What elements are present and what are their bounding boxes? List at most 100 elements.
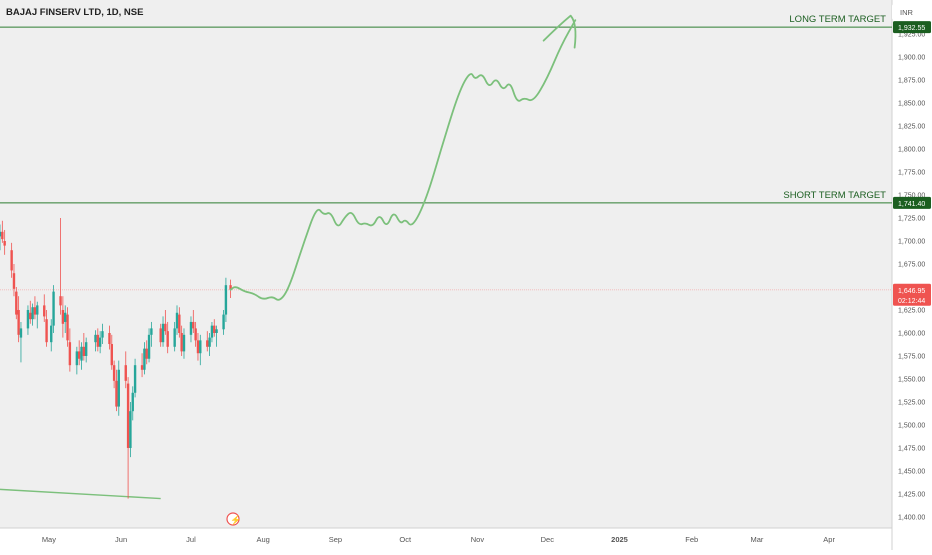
y-tick-label: 1,450.00 [898, 468, 925, 475]
y-tick-label: 1,600.00 [898, 330, 925, 337]
x-tick-label: Jul [186, 535, 196, 544]
candle-body [229, 285, 232, 290]
candle-body [194, 328, 197, 341]
candle-body [110, 344, 113, 366]
y-tick-label: 1,750.00 [898, 193, 925, 200]
candle-body [147, 334, 151, 359]
candle-body [143, 348, 146, 370]
candle-body [84, 342, 88, 356]
x-tick-label: Mar [750, 535, 763, 544]
candle-body [43, 305, 46, 317]
candle-body [161, 323, 165, 343]
last-price-badge [893, 283, 931, 306]
x-tick-label: 2025 [611, 535, 628, 544]
candle-body [68, 342, 72, 366]
candle-body [94, 334, 97, 343]
candle-body [98, 337, 102, 347]
time-axis-background [0, 528, 892, 550]
y-tick-label: 1,875.00 [898, 78, 925, 85]
candle-body [96, 334, 100, 347]
candle-body [173, 328, 176, 347]
x-tick-label: Oct [399, 535, 412, 544]
candle-body [178, 314, 181, 333]
candle-body [64, 312, 67, 322]
candle-body [15, 291, 18, 315]
target-price-badge-label: 1,932.55 [898, 25, 925, 32]
candle-body [199, 340, 202, 354]
candle-body [0, 231, 2, 237]
target-price-badge [893, 21, 931, 34]
candle-body [189, 321, 193, 335]
candle-body [45, 319, 48, 343]
candle-body [29, 312, 32, 320]
candle-body [66, 314, 69, 341]
candle-body [222, 314, 225, 330]
candle-body [175, 312, 179, 329]
candle-body [182, 334, 186, 352]
x-tick-label: Jun [115, 535, 127, 544]
lightning-icon: ⚡ [230, 514, 241, 526]
symbol-title: BAJAJ FINSERV LTD, 1D, NSE [6, 7, 143, 18]
x-tick-label: Apr [823, 535, 835, 544]
candle-body [166, 331, 169, 347]
candle-body [1, 231, 4, 240]
y-tick-label: 1,675.00 [898, 262, 925, 269]
candle-body [82, 346, 86, 356]
candle-body [36, 305, 39, 315]
y-tick-label: 1,850.00 [898, 101, 925, 108]
y-tick-label: 1,425.00 [898, 491, 925, 498]
candle-body [3, 241, 6, 246]
candle-body [101, 331, 104, 338]
candle-body [80, 346, 83, 361]
chart-plot-background [0, 0, 892, 528]
candle-body [117, 369, 120, 407]
y-tick-label: 1,525.00 [898, 399, 925, 406]
candle-body [124, 365, 127, 381]
y-tick-label: 1,900.00 [898, 55, 925, 62]
candle-body [59, 296, 62, 306]
candle-body [61, 309, 65, 324]
candle-body [213, 325, 216, 333]
candle-body [31, 307, 34, 320]
candle-body [26, 309, 30, 329]
last-price-countdown: 02:12:44 [898, 298, 925, 305]
earnings-event-marker[interactable]: ⚡ [226, 512, 241, 526]
currency-label: INR [900, 8, 914, 17]
candle-body [75, 351, 79, 366]
candle-body [159, 328, 162, 343]
candle-body [10, 250, 13, 271]
candle-body [112, 365, 116, 381]
candle-body [150, 328, 153, 335]
candle-body [215, 329, 218, 333]
candle-body [115, 380, 118, 407]
y-tick-label: 1,475.00 [898, 445, 925, 452]
x-tick-label: Nov [471, 535, 485, 544]
candle-body [52, 291, 55, 326]
y-tick-label: 1,575.00 [898, 353, 925, 360]
candle-body [126, 383, 130, 448]
candle-body [12, 273, 16, 289]
candle-body [129, 411, 132, 448]
earnings-event-icon [226, 512, 240, 526]
y-tick-label: 1,825.00 [898, 124, 925, 131]
candle-body [133, 365, 137, 393]
candle-body [140, 365, 144, 370]
candle-body [192, 321, 195, 329]
candle-body [206, 340, 209, 347]
candle-body [196, 340, 200, 354]
candle-body [208, 337, 211, 347]
candle-body [131, 392, 134, 412]
currency-selector[interactable]: INR [892, 4, 928, 20]
target-price-badge [893, 196, 931, 209]
y-tick-label: 1,700.00 [898, 239, 925, 246]
candle-body [50, 325, 53, 343]
candle-body [17, 309, 20, 335]
x-tick-label: May [42, 535, 56, 544]
projection-path [229, 19, 577, 301]
target-level-label: LONG TERM TARGET [789, 14, 886, 25]
support-trendline [0, 488, 161, 500]
target-price-badge-label: 1,741.40 [898, 201, 925, 208]
y-tick-label: 1,925.00 [898, 32, 925, 39]
